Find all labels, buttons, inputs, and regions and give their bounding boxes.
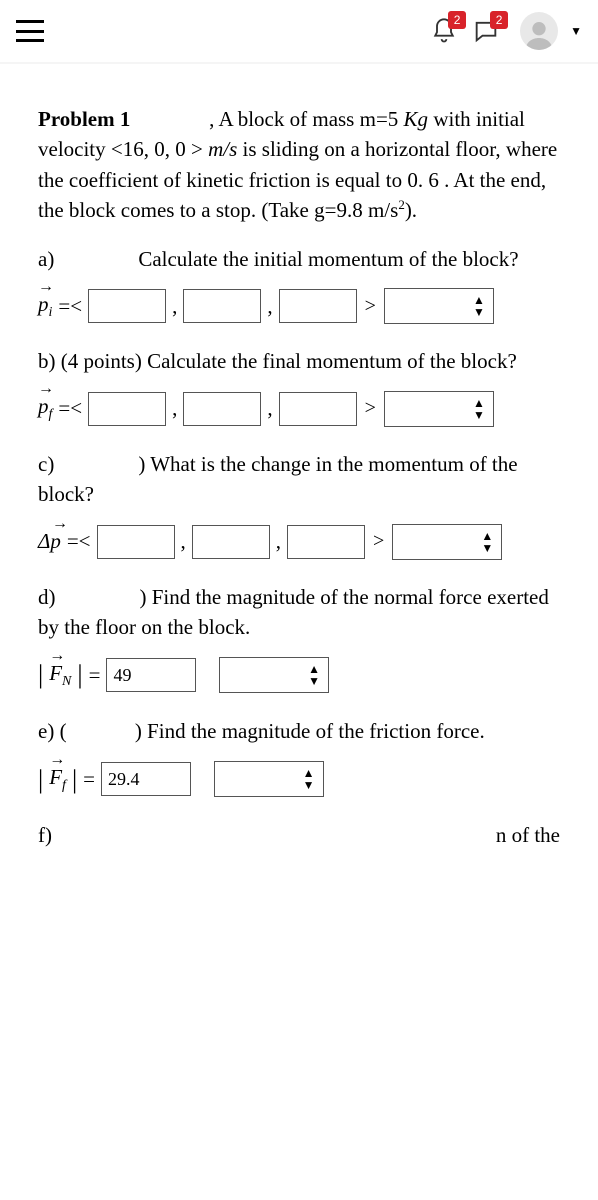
fn-symbol: →FN [49, 658, 71, 692]
avatar[interactable] [520, 12, 558, 50]
hamburger-icon[interactable] [16, 20, 44, 42]
pi-row: →pi =< , , > ▲▼ [38, 288, 560, 324]
part-c: c) ) What is the change in the momentum … [38, 449, 560, 510]
topbar: 2 2 ▼ [0, 0, 598, 64]
part-f: f) n of the [38, 820, 560, 850]
ff-unit-select[interactable]: ▲▼ [214, 761, 324, 797]
pf-y-input[interactable] [183, 392, 261, 426]
dp-unit-select[interactable]: ▲▼ [392, 524, 502, 560]
avatar-icon [523, 18, 555, 50]
pf-row: →pf =< , , > ▲▼ [38, 391, 560, 427]
problem-label: Problem 1 [38, 107, 130, 131]
dp-y-input[interactable] [192, 525, 270, 559]
problem-content: Problem 1 , A block of mass m=5 Kg with … [0, 64, 598, 851]
chat-badge: 2 [490, 11, 508, 29]
dp-row: →Δp =< , , > ▲▼ [38, 524, 560, 560]
fn-unit-select[interactable]: ▲▼ [219, 657, 329, 693]
part-b: b) (4 points) Calculate the final moment… [38, 346, 560, 376]
pf-unit-select[interactable]: ▲▼ [384, 391, 494, 427]
bell-badge: 2 [448, 11, 466, 29]
fn-row: | →FN | = ▲▼ [38, 656, 560, 694]
pi-y-input[interactable] [183, 289, 261, 323]
dp-x-input[interactable] [97, 525, 175, 559]
pi-z-input[interactable] [279, 289, 357, 323]
part-e: e) ( ) Find the magnitude of the frictio… [38, 716, 560, 746]
ff-row: | →Ff | = ▲▼ [38, 761, 560, 799]
part-d: d) ) Find the magnitude of the normal fo… [38, 582, 560, 643]
notifications-button[interactable]: 2 [430, 17, 458, 45]
pi-symbol: →pi [38, 289, 52, 323]
part-a: a) Calculate the initial momentum of the… [38, 244, 560, 274]
pi-x-input[interactable] [88, 289, 166, 323]
pi-unit-select[interactable]: ▲▼ [384, 288, 494, 324]
ff-value-input[interactable] [101, 762, 191, 796]
dp-z-input[interactable] [287, 525, 365, 559]
ff-symbol: →Ff [49, 762, 66, 796]
fn-value-input[interactable] [106, 658, 196, 692]
dp-symbol: →Δp [38, 526, 61, 556]
pf-symbol: →pf [38, 391, 52, 425]
account-caret-icon[interactable]: ▼ [570, 24, 582, 39]
problem-statement: Problem 1 , A block of mass m=5 Kg with … [38, 104, 560, 226]
pf-z-input[interactable] [279, 392, 357, 426]
messages-button[interactable]: 2 [472, 17, 500, 45]
pf-x-input[interactable] [88, 392, 166, 426]
